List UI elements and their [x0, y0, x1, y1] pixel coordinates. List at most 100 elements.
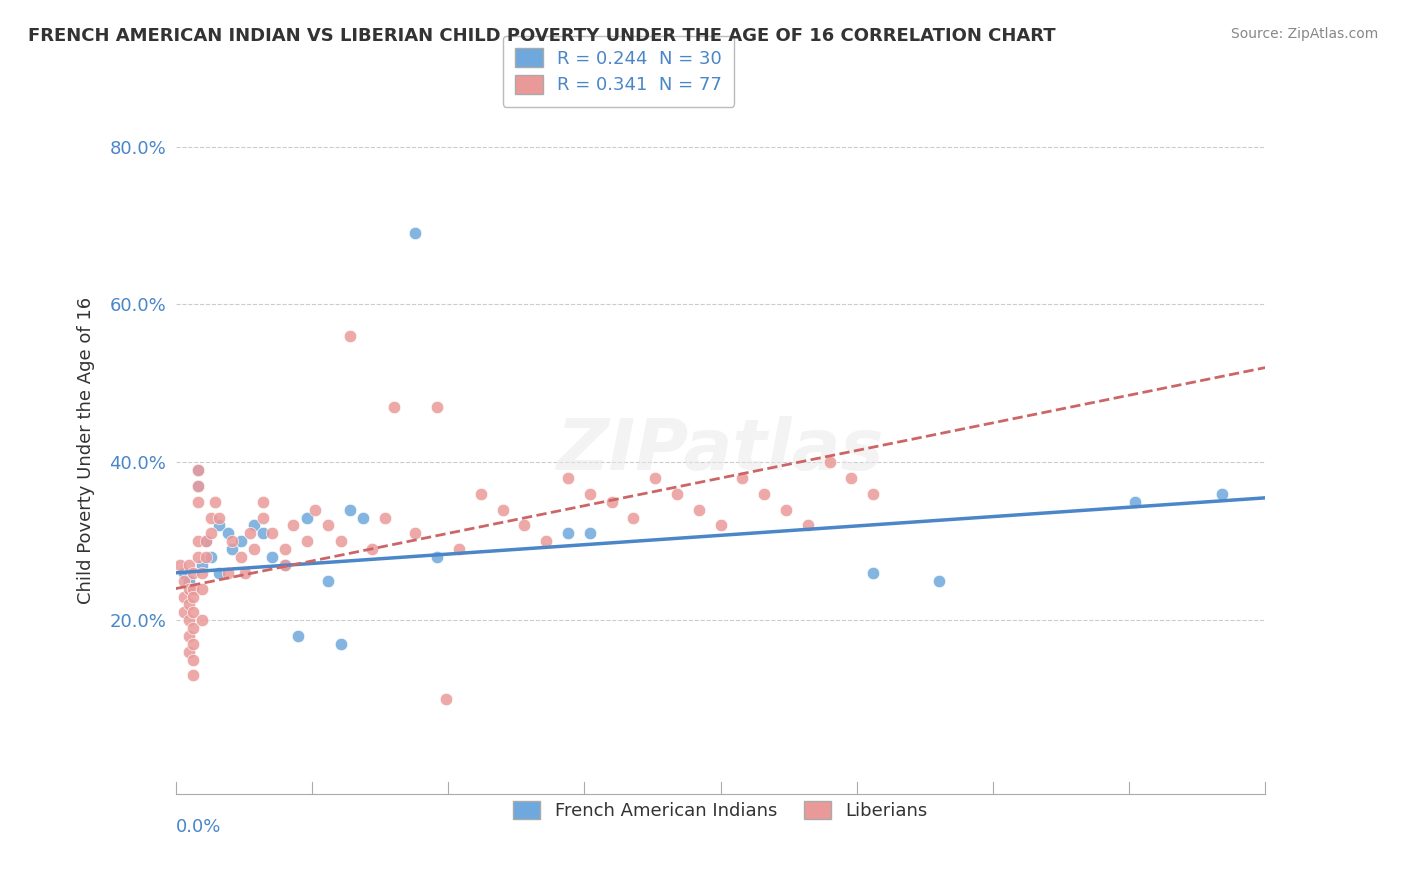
Point: [841, 471, 863, 485]
Point: [239, 526, 262, 541]
Point: [181, 653, 204, 667]
Point: [221, 534, 243, 549]
Point: [181, 637, 204, 651]
Point: [177, 629, 200, 643]
Point: [360, 542, 382, 557]
Point: [195, 549, 218, 564]
Point: [579, 487, 602, 501]
Point: [330, 534, 353, 549]
Point: [374, 510, 396, 524]
Text: ZIPatlas: ZIPatlas: [557, 416, 884, 485]
Point: [217, 566, 239, 580]
Point: [928, 574, 950, 588]
Point: [173, 574, 195, 588]
Point: [181, 668, 204, 682]
Point: [243, 518, 266, 533]
Point: [173, 590, 195, 604]
Point: [177, 558, 200, 572]
Point: [447, 542, 470, 557]
Point: [260, 526, 283, 541]
Point: [235, 566, 257, 580]
Point: [434, 692, 457, 706]
Point: [1211, 487, 1233, 501]
Point: [204, 495, 226, 509]
Point: [710, 518, 733, 533]
Point: [231, 549, 253, 564]
Point: [283, 518, 305, 533]
Point: [177, 645, 200, 659]
Point: [186, 463, 209, 477]
Point: [191, 582, 214, 596]
Point: [862, 487, 884, 501]
Point: [252, 526, 274, 541]
Point: [579, 526, 602, 541]
Point: [274, 558, 297, 572]
Point: [426, 549, 449, 564]
Text: 0.0%: 0.0%: [176, 818, 221, 836]
Point: [200, 549, 222, 564]
Point: [252, 510, 274, 524]
Point: [181, 566, 204, 580]
Point: [177, 598, 200, 612]
Point: [186, 463, 209, 477]
Point: [243, 542, 266, 557]
Point: [352, 510, 374, 524]
Point: [173, 605, 195, 619]
Point: [177, 613, 200, 627]
Point: [217, 526, 239, 541]
Point: [330, 637, 353, 651]
Point: [274, 558, 297, 572]
Point: [534, 534, 557, 549]
Point: [295, 534, 318, 549]
Point: [339, 329, 361, 343]
Point: [208, 566, 231, 580]
Point: [181, 621, 204, 635]
Point: [191, 566, 214, 580]
Point: [181, 605, 204, 619]
Point: [274, 542, 297, 557]
Point: [208, 518, 231, 533]
Point: [688, 502, 710, 516]
Text: FRENCH AMERICAN INDIAN VS LIBERIAN CHILD POVERTY UNDER THE AGE OF 16 CORRELATION: FRENCH AMERICAN INDIAN VS LIBERIAN CHILD…: [28, 27, 1056, 45]
Point: [186, 495, 209, 509]
Point: [221, 542, 243, 557]
Point: [426, 400, 449, 414]
Point: [304, 502, 326, 516]
Point: [775, 502, 797, 516]
Point: [295, 510, 318, 524]
Point: [191, 558, 214, 572]
Point: [186, 549, 209, 564]
Point: [492, 502, 515, 516]
Point: [195, 534, 218, 549]
Point: [186, 534, 209, 549]
Point: [260, 549, 283, 564]
Y-axis label: Child Poverty Under the Age of 16: Child Poverty Under the Age of 16: [77, 297, 96, 604]
Point: [318, 518, 340, 533]
Point: [186, 479, 209, 493]
Point: [200, 510, 222, 524]
Point: [600, 495, 623, 509]
Point: [181, 582, 204, 596]
Point: [513, 518, 536, 533]
Point: [1123, 495, 1146, 509]
Text: Source: ZipAtlas.com: Source: ZipAtlas.com: [1230, 27, 1378, 41]
Point: [754, 487, 776, 501]
Point: [231, 534, 253, 549]
Legend: French American Indians, Liberians: French American Indians, Liberians: [501, 789, 941, 833]
Point: [318, 574, 340, 588]
Point: [173, 566, 195, 580]
Point: [621, 510, 644, 524]
Point: [862, 566, 884, 580]
Point: [405, 526, 427, 541]
Point: [796, 518, 818, 533]
Point: [666, 487, 689, 501]
Point: [405, 227, 427, 241]
Point: [557, 526, 579, 541]
Point: [287, 629, 309, 643]
Point: [177, 582, 200, 596]
Point: [195, 534, 218, 549]
Point: [818, 455, 841, 469]
Point: [200, 526, 222, 541]
Point: [339, 502, 361, 516]
Point: [470, 487, 492, 501]
